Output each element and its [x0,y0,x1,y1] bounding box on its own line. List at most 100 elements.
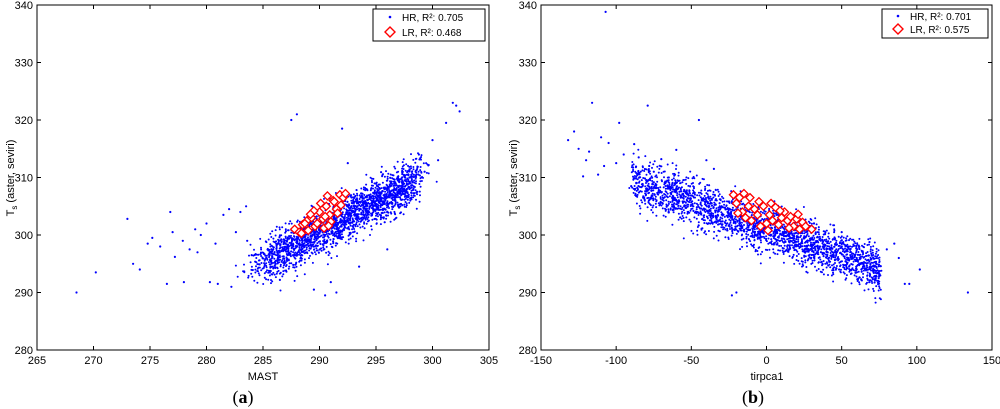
hr-point-b [726,222,729,225]
hr-point-b [664,207,666,210]
legend-lr-label-b: LR, R²: 0.575 [910,25,970,36]
hr-point-a [265,266,268,269]
hr-point-b [654,198,657,201]
hr-point-b [664,187,667,190]
hr-point-b [585,159,588,162]
hr-point-b [707,195,710,198]
hr-point-a [274,234,277,237]
hr-point-a [246,239,249,242]
hr-point-a [273,264,276,267]
hr-point-a [278,278,281,281]
hr-point-b [811,245,813,248]
hr-point-b [839,241,841,244]
panel-a: 265 270 275 280 285 290 295 300 3052802903003103… [5,0,498,408]
hr-point-b [864,268,866,271]
hr-point-a [303,273,306,276]
hr-point-a [399,212,402,215]
hr-point-b [829,252,832,254]
hr-point-b [717,195,720,197]
hr-point-a [264,258,267,261]
y-tick-label-a: 280 [15,345,33,357]
hr-point-a [365,216,368,219]
hr-point-a [347,234,350,237]
hr-point-a [245,205,248,208]
hr-point-b [868,281,871,284]
hr-point-b [709,212,711,215]
hr-point-a [393,204,396,207]
hr-point-a [375,196,378,199]
hr-point-b [796,250,799,253]
hr-point-b [808,256,811,259]
hr-point-a [383,200,386,203]
hr-point-b [684,178,687,181]
hr-point-b [660,172,663,174]
hr-point-b [687,184,690,187]
hr-point-a [296,251,299,254]
hr-point-a [277,242,280,245]
hr-point-a [351,199,354,202]
hr-point-b [809,218,812,220]
hr-point-a [358,198,361,200]
hr-point-b [688,201,691,204]
hr-point-b [695,217,698,220]
hr-point-b [834,256,837,259]
hr-point-b [704,211,707,213]
hr-point-a [308,257,310,260]
hr-point-b [715,234,718,237]
hr-point-b [641,169,644,172]
hr-point-a [305,251,308,254]
hr-point-a [383,201,386,204]
hr-point-b [689,220,692,223]
hr-point-b [807,248,809,251]
hr-point-a [427,172,430,175]
hr-point-b [867,254,870,257]
hr-point-b [682,197,685,200]
hr-point-a [249,243,252,246]
hr-point-b [875,257,878,260]
hr-point-b [685,216,688,219]
hr-point-b [865,252,868,255]
hr-point-b [635,175,638,178]
hr-point-a [365,188,368,190]
hr-point-a [410,192,413,194]
hr-point-b [732,219,735,222]
hr-point-b [849,268,852,271]
hr-point-a [383,211,386,214]
hr-point-a [356,198,359,201]
hr-point-a [406,194,409,197]
x-axis-title-b: tirpca1 [750,371,783,383]
hr-point-b [809,243,812,246]
hr-point-b [818,246,821,249]
hr-point-a [393,187,396,189]
hr-point-b [870,258,873,261]
hr-point-b [830,274,833,277]
hr-point-b [797,236,799,239]
hr-point-a [260,246,262,249]
hr-point-b [846,245,849,248]
y-tick-label-a: 310 [15,173,33,185]
hr-point-b [855,275,858,278]
hr-point-a [271,245,274,248]
hr-point-a [366,199,369,202]
hr-point-a [384,208,387,211]
hr-point-a [355,221,358,224]
hr-point-b [735,218,737,221]
hr-point-a [138,268,141,271]
hr-point-a [353,204,355,207]
hr-point-b [863,246,865,249]
hr-point-a [416,165,419,168]
hr-point-b [675,168,677,170]
hr-point-b [637,191,640,194]
hr-point-a [279,239,282,242]
hr-point-b [661,194,664,197]
hr-point-b [727,209,730,212]
hr-point-b [647,201,650,204]
hr-point-b [634,170,637,173]
hr-point-a [411,175,414,178]
hr-point-a [338,233,341,236]
hr-point-b [669,208,672,211]
hr-point-a [247,274,250,277]
hr-point-b [816,236,818,239]
hr-point-a [347,219,349,222]
hr-point-b [825,266,828,269]
